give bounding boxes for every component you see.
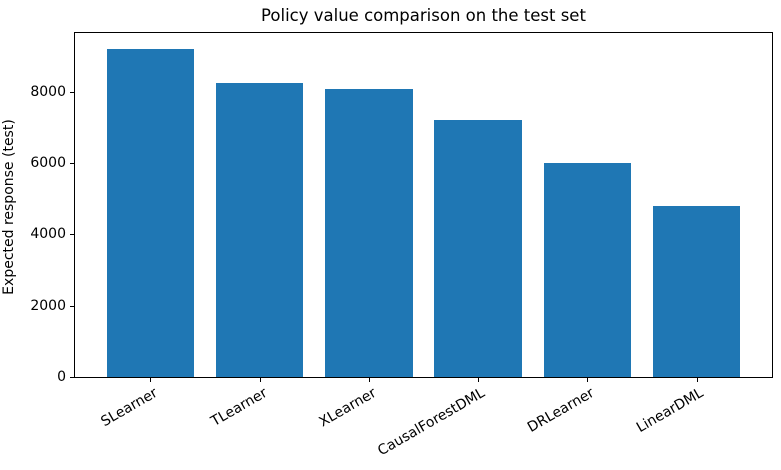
x-tick-mark-drlearner <box>587 378 588 382</box>
y-axis-label: Expected response (test) <box>1 119 17 295</box>
y-tick-label-8000: 8000 <box>30 84 66 100</box>
bar-slearner <box>106 48 195 377</box>
chart-title: Policy value comparison on the test set <box>261 6 586 25</box>
x-tick-label-lineardml: LinearDML <box>634 385 707 436</box>
x-tick-mark-causalforestdml <box>478 378 479 382</box>
x-tick-mark-slearner <box>150 378 151 382</box>
x-tick-label-tlearner: TLearner <box>207 385 270 430</box>
bar-tlearner <box>215 82 304 377</box>
x-tick-mark-lineardml <box>697 378 698 382</box>
y-tick-label-2000: 2000 <box>30 298 66 314</box>
x-tick-mark-xlearner <box>369 378 370 382</box>
y-tick-mark-8000 <box>70 92 74 93</box>
bar-causalforestdml <box>434 119 522 377</box>
bar-xlearner <box>325 88 413 377</box>
x-tick-label-drlearner: DRLearner <box>525 385 598 436</box>
y-tick-label-0: 0 <box>57 369 66 385</box>
y-tick-mark-4000 <box>70 234 74 235</box>
y-tick-label-6000: 6000 <box>30 155 66 171</box>
y-tick-mark-6000 <box>70 163 74 164</box>
x-tick-label-slearner: SLearner <box>98 385 161 431</box>
y-tick-label-4000: 4000 <box>30 226 66 242</box>
y-tick-mark-2000 <box>70 306 74 307</box>
bar-lineardml <box>652 205 741 377</box>
plot-area <box>74 32 773 378</box>
bar-drlearner <box>543 163 632 377</box>
y-tick-mark-0 <box>70 377 74 378</box>
x-tick-mark-tlearner <box>260 378 261 382</box>
x-tick-label-causalforestdml: CausalForestDML <box>375 385 489 460</box>
x-tick-label-xlearner: XLearner <box>316 385 379 431</box>
